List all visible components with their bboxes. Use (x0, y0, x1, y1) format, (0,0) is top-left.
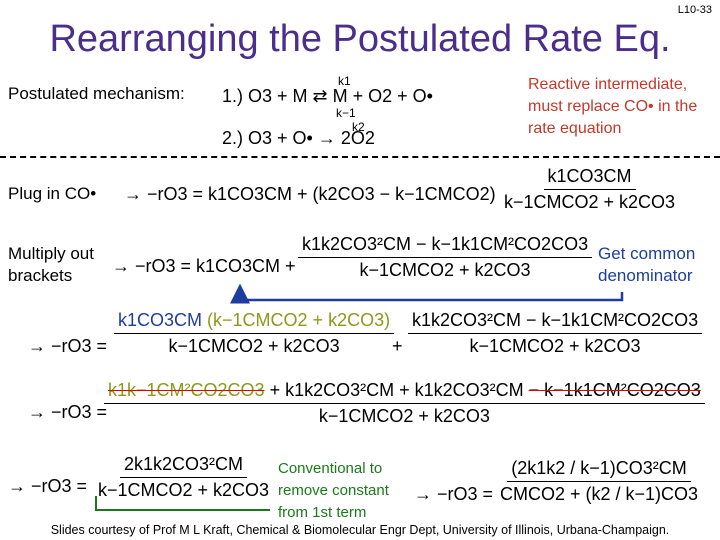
step3-fraction-2: k1k2CO3²CM − k−1k1CM²CO2CO3 k−1CMCO2 + k… (408, 310, 703, 357)
rate-constant-k2: k2 (352, 120, 365, 134)
intermediate-note-line-1: Reactive intermediate, (528, 76, 688, 93)
plug-in-numerator: k1CO3CM (543, 166, 636, 190)
multiply-equation-lhs: → −rO3 = k1CO3CM + (112, 256, 296, 276)
step4-denominator: k−1CMCO2 + k2CO3 (318, 406, 490, 426)
step6-numerator: (2k1k2 / k−1)CO3²CM (507, 458, 691, 482)
step4-numerator: k1k−1CM²CO2CO3 + k1k2CO3²CM + k1k2CO3²CM… (104, 380, 705, 404)
step6-denominator: CMCO2 + (k2 / k−1)CO3 (500, 484, 699, 504)
step5-lhs: → −rO3 = (8, 476, 88, 496)
multiply-denominator: k−1CMCO2 + k2CO3 (359, 260, 531, 280)
common-denominator-bracket (230, 283, 624, 304)
common-denominator-note-line-2: denominator (598, 266, 693, 285)
slide-title: Rearranging the Postulated Rate Eq. (49, 18, 671, 60)
plug-in-equation-lhs: → −rO3 = k1CO3CM + (k2CO3 − k−1CMCO2) (124, 184, 496, 204)
slide-footer: Slides courtesy of Prof M L Kraft, Chemi… (50, 523, 670, 537)
mechanism-label: Postulated mechanism: (8, 84, 185, 103)
intermediate-note-line-3: rate equation (528, 120, 622, 137)
step3-denominator-2: k−1CMCO2 + k2CO3 (469, 336, 641, 356)
slide-number: L10-33 (677, 4, 712, 16)
multiply-label-line-2: brackets (8, 266, 73, 285)
plug-in-fraction: k1CO3CM k−1CMCO2 + k2CO3 (500, 166, 679, 213)
multiply-numerator: k1k2CO3²CM − k−1k1CM²CO2CO3 (298, 234, 593, 258)
common-denominator-note-line-1: Get common (598, 244, 696, 263)
step6-fraction: (2k1k2 / k−1)CO3²CM CMCO2 + (k2 / k−1)CO… (496, 458, 702, 505)
step4-lhs: → −rO3 = (28, 402, 108, 422)
rate-constant-k1: k1 (338, 74, 351, 88)
step3-plus: + (392, 336, 403, 356)
mechanism-step-1: 1.) O3 + M ⇄ M + O2 + O• (222, 86, 433, 106)
step5-denominator: k−1CMCO2 + k2CO3 (98, 480, 270, 500)
step3-numerator-1: k1CO3CM (k−1CMCO2 + k2CO3) (114, 310, 395, 334)
conventional-note-line-3: from 1st term (278, 504, 367, 521)
mechanism-step-2: 2.) O3 + O• → 2O2 (222, 128, 375, 148)
step3-fraction-1: k1CO3CM (k−1CMCO2 + k2CO3) k−1CMCO2 + k2… (114, 310, 395, 357)
step5-numerator: 2k1k2CO3²CM (120, 454, 248, 478)
plug-in-denominator: k−1CMCO2 + k2CO3 (504, 192, 676, 212)
step3-denominator-1: k−1CMCO2 + k2CO3 (168, 336, 340, 356)
conventional-note-line-1: Conventional to (278, 460, 383, 477)
conventional-bracket (95, 496, 270, 511)
step4-fraction: k1k−1CM²CO2CO3 + k1k2CO3²CM + k1k2CO3²CM… (104, 380, 705, 427)
step5-fraction: 2k1k2CO3²CM k−1CMCO2 + k2CO3 (94, 454, 273, 501)
step3-lhs: → −rO3 = (28, 336, 108, 356)
conventional-note-line-2: remove constant (278, 482, 389, 499)
step3-numerator-2: k1k2CO3²CM − k−1k1CM²CO2CO3 (408, 310, 703, 334)
multiply-fraction: k1k2CO3²CM − k−1k1CM²CO2CO3 k−1CMCO2 + k… (298, 234, 593, 281)
multiply-label-line-1: Multiply out (8, 244, 94, 263)
rate-constant-k-minus1: k−1 (336, 106, 356, 120)
step6-lhs: → −rO3 = (414, 484, 494, 504)
intermediate-note-line-2: must replace CO• in the (528, 98, 698, 115)
plug-in-label: Plug in CO• (8, 184, 97, 203)
section-divider (0, 156, 720, 158)
